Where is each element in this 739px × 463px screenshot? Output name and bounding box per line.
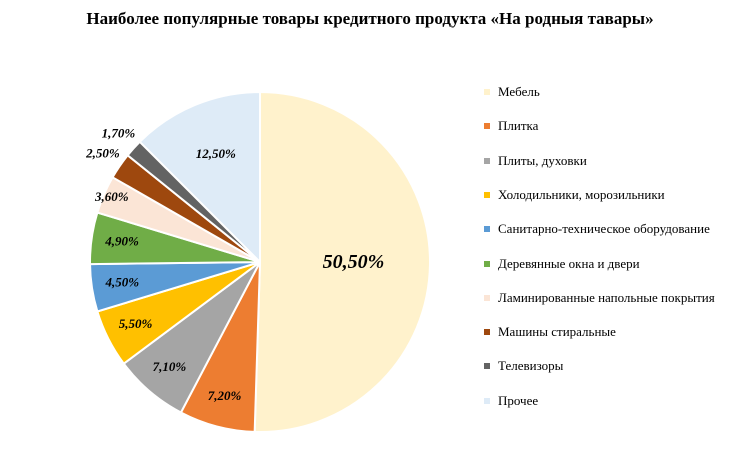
legend-label: Плитка <box>498 118 539 134</box>
legend-marker <box>484 191 490 198</box>
data-label: 1,70% <box>102 126 136 141</box>
legend-item: Машины стиральные <box>484 324 736 340</box>
legend-label: Санитарно-техническое оборудование <box>498 221 710 237</box>
legend-label: Холодильники, морозильники <box>498 186 665 202</box>
data-label: 7,20% <box>208 388 242 403</box>
legend-marker <box>484 123 490 130</box>
legend-marker <box>484 226 490 233</box>
legend-label: Прочее <box>498 392 539 408</box>
legend-label: Деревянные окна и двери <box>498 255 640 271</box>
legend-label: Ламинированные напольные покрытия <box>498 289 715 305</box>
legend-marker <box>484 363 490 370</box>
pie-slice <box>138 90 261 265</box>
legend-item: Плиты, духовки <box>484 153 736 169</box>
legend-label: Мебель <box>498 84 540 99</box>
legend-label: Машины стиральные <box>498 324 616 340</box>
legend-item: Плитка <box>484 118 736 134</box>
data-label: 5,50% <box>119 316 153 331</box>
legend-marker <box>484 89 490 95</box>
data-label: 2,50% <box>85 145 120 160</box>
legend-marker <box>484 397 490 404</box>
legend-marker <box>484 294 490 301</box>
legend-item: Деревянные окна и двери <box>484 256 736 272</box>
legend-item: Ламинированные напольные покрытия <box>484 290 736 306</box>
data-label: 50,50% <box>323 251 385 273</box>
data-label: 3,60% <box>94 189 129 204</box>
pie-area: 50,50% 7,20% 7,10% 5,50% 4,50% 4,90% 3,60% 2,50… <box>85 90 431 433</box>
data-label: 4,90% <box>104 233 139 248</box>
chart-title: Наиболее популярные товары кредитного пр… <box>86 9 654 28</box>
data-label: 12,50% <box>196 146 236 161</box>
legend-marker <box>484 260 490 267</box>
legend-item: Санитарно-техническое оборудование <box>484 221 736 237</box>
pie-slice <box>253 90 431 433</box>
legend-label: Плиты, духовки <box>498 152 587 168</box>
legend-item: Телевизоры <box>484 358 736 374</box>
legend-marker <box>484 157 490 164</box>
legend-label: Телевизоры <box>498 358 564 374</box>
legend-item: Холодильники, морозильники <box>484 187 736 203</box>
legend-item: Мебель <box>484 84 736 100</box>
legend-marker <box>484 329 490 336</box>
legend-item: Прочее <box>484 393 736 409</box>
data-label: 7,10% <box>153 359 187 374</box>
data-label: 4,50% <box>104 274 139 289</box>
